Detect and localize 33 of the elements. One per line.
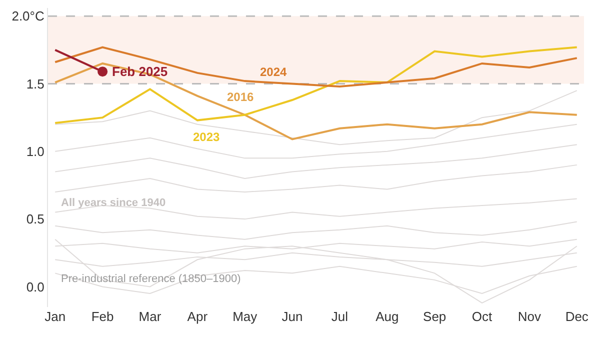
series-label: 2024	[260, 65, 288, 79]
series-label: Feb 2025	[112, 64, 168, 79]
y-tick-label: 0.0	[26, 279, 44, 294]
line-series	[54, 238, 578, 304]
y-tick-label: 2.0°C	[12, 8, 44, 24]
x-tick-label: Dec	[565, 309, 589, 324]
y-tick-label: 1.0	[26, 144, 44, 159]
series-label: 2016	[227, 90, 254, 104]
y-tick-label: 0.5	[26, 212, 44, 227]
line-series	[54, 46, 578, 124]
line-series	[54, 198, 578, 220]
line-series	[54, 124, 578, 159]
x-tick-label: May	[232, 309, 258, 324]
line-series	[54, 62, 578, 140]
annotation: Pre-industrial reference (1850–1900)	[61, 273, 241, 285]
x-tick-label: Nov	[518, 309, 542, 324]
x-tick-label: Feb	[91, 309, 114, 324]
line-series	[54, 221, 578, 240]
y-tick-label: 1.5	[26, 76, 44, 92]
line-series	[54, 144, 578, 179]
line-series	[54, 164, 578, 192]
line-series	[54, 90, 578, 146]
x-tick-label: Jun	[282, 309, 303, 324]
series-label: 2023	[193, 130, 220, 144]
x-tick-label: Sep	[423, 309, 446, 324]
annotation: All years since 1940	[61, 197, 166, 209]
x-tick-label: Mar	[138, 309, 162, 324]
x-tick-label: Aug	[376, 309, 399, 324]
x-tick-label: Jul	[331, 309, 348, 324]
line-series	[54, 46, 578, 88]
x-tick-label: Jan	[44, 309, 66, 324]
x-tick-label: Apr	[187, 309, 208, 324]
x-tick-label: Oct	[472, 309, 493, 324]
